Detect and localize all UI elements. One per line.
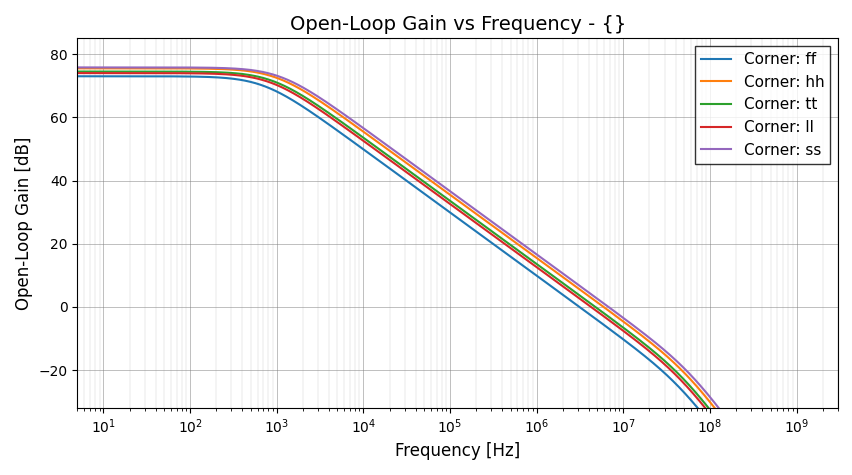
Corner: tt: (166, 74.4): tt: (166, 74.4) bbox=[204, 69, 214, 75]
Corner: ll: (2.29e+08, -46.4): ll: (2.29e+08, -46.4) bbox=[735, 451, 746, 456]
Corner: tt: (2.29e+08, -45.2): tt: (2.29e+08, -45.2) bbox=[735, 447, 746, 453]
Corner: ll: (2.79e+04, 43.7): ll: (2.79e+04, 43.7) bbox=[396, 166, 406, 172]
Corner: hh: (1.16e+04, 54.2): hh: (1.16e+04, 54.2) bbox=[364, 133, 374, 139]
Corner: ll: (5, 74): ll: (5, 74) bbox=[72, 70, 83, 76]
Line: Corner: ll: Corner: ll bbox=[78, 73, 837, 475]
Corner: ff: (50.1, 73): ff: (50.1, 73) bbox=[158, 74, 169, 79]
Y-axis label: Open-Loop Gain [dB]: Open-Loop Gain [dB] bbox=[15, 136, 33, 310]
Corner: ll: (166, 73.8): ll: (166, 73.8) bbox=[204, 71, 214, 76]
Corner: ll: (1.16e+04, 51.3): ll: (1.16e+04, 51.3) bbox=[364, 142, 374, 148]
Corner: hh: (2.79e+04, 46.6): hh: (2.79e+04, 46.6) bbox=[396, 157, 406, 162]
Corner: ll: (50.1, 74): ll: (50.1, 74) bbox=[158, 70, 169, 76]
Corner: tt: (1.16e+04, 52.3): tt: (1.16e+04, 52.3) bbox=[364, 139, 374, 145]
Line: Corner: ff: Corner: ff bbox=[78, 76, 837, 475]
X-axis label: Frequency [Hz]: Frequency [Hz] bbox=[394, 442, 520, 460]
Corner: ff: (166, 72.8): ff: (166, 72.8) bbox=[204, 74, 214, 80]
Corner: ff: (2.29e+08, -49.3): ff: (2.29e+08, -49.3) bbox=[735, 460, 746, 466]
Corner: ff: (2.79e+04, 41): ff: (2.79e+04, 41) bbox=[396, 175, 406, 180]
Corner: ss: (166, 75.7): ss: (166, 75.7) bbox=[204, 65, 214, 71]
Corner: ss: (1.16e+04, 55.3): ss: (1.16e+04, 55.3) bbox=[364, 129, 374, 135]
Corner: tt: (50.1, 74.5): tt: (50.1, 74.5) bbox=[158, 69, 169, 75]
Corner: tt: (2.79e+04, 44.7): tt: (2.79e+04, 44.7) bbox=[396, 163, 406, 169]
Legend: Corner: ff, Corner: hh, Corner: tt, Corner: ll, Corner: ss: Corner: ff, Corner: hh, Corner: tt, Corn… bbox=[694, 46, 829, 164]
Corner: ff: (5, 73): ff: (5, 73) bbox=[72, 74, 83, 79]
Corner: hh: (5, 75.5): hh: (5, 75.5) bbox=[72, 66, 83, 71]
Corner: ss: (2.79e+04, 47.7): ss: (2.79e+04, 47.7) bbox=[396, 153, 406, 159]
Line: Corner: tt: Corner: tt bbox=[78, 72, 837, 475]
Corner: hh: (50.1, 75.5): hh: (50.1, 75.5) bbox=[158, 66, 169, 71]
Corner: hh: (166, 75.4): hh: (166, 75.4) bbox=[204, 66, 214, 72]
Corner: ss: (2.29e+08, -41.2): ss: (2.29e+08, -41.2) bbox=[735, 434, 746, 440]
Corner: ss: (5, 75.8): ss: (5, 75.8) bbox=[72, 65, 83, 70]
Line: Corner: hh: Corner: hh bbox=[78, 68, 837, 475]
Corner: ff: (1.16e+04, 48.6): ff: (1.16e+04, 48.6) bbox=[364, 151, 374, 156]
Title: Open-Loop Gain vs Frequency - {}: Open-Loop Gain vs Frequency - {} bbox=[289, 15, 625, 34]
Line: Corner: ss: Corner: ss bbox=[78, 67, 837, 475]
Corner: tt: (5, 74.5): tt: (5, 74.5) bbox=[72, 69, 83, 75]
Corner: ss: (50.1, 75.8): ss: (50.1, 75.8) bbox=[158, 65, 169, 70]
Corner: hh: (2.29e+08, -42.8): hh: (2.29e+08, -42.8) bbox=[735, 439, 746, 445]
